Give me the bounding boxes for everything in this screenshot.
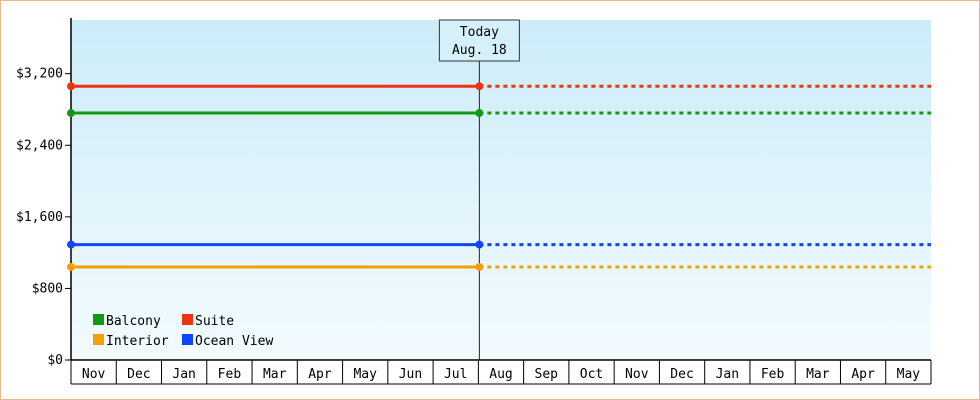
ocean-view-legend-label: Ocean View (195, 334, 273, 349)
y-tick-label: $0 (47, 353, 63, 368)
y-tick-label: $1,600 (16, 210, 63, 225)
x-tick-label: Oct (580, 367, 603, 382)
balcony-legend-swatch (93, 314, 104, 325)
legend: Balcony Suite Interior Ocean View (93, 314, 273, 349)
x-tick-label: Jun (399, 367, 422, 382)
y-tick-label: $3,200 (16, 67, 63, 82)
x-tick-label: May (353, 367, 377, 382)
interior-start-point (67, 262, 75, 271)
today-box (438, 19, 520, 62)
x-tick-label: Aug (489, 367, 512, 382)
x-tick-label: Mar (806, 367, 830, 382)
x-tick-label: Nov (82, 367, 106, 382)
x-tick-label: Apr (308, 367, 332, 382)
x-tick-label: Nov (625, 367, 649, 382)
y-axis: $0 $800 $1,600 $2,400 $3,200 (16, 18, 72, 368)
interior-legend-swatch (93, 334, 104, 345)
suite-legend-swatch (182, 314, 193, 325)
x-tick-label: Feb (218, 367, 242, 382)
x-tick-label: Feb (761, 367, 785, 382)
suite-legend-label: Suite (195, 314, 234, 329)
x-tick-label: Jul (444, 367, 467, 382)
x-tick-label: May (897, 367, 921, 382)
today-label: Today (460, 25, 499, 40)
today-date: Aug. 18 (452, 43, 507, 58)
ocean-view-start-point (67, 240, 75, 249)
x-tick-label: Jan (716, 367, 739, 382)
suite-today-point (475, 82, 484, 91)
x-tick-label: Dec (670, 367, 693, 382)
balcony-today-point (475, 109, 484, 118)
x-tick-label: Sep (535, 367, 559, 382)
ocean-view-today-point (475, 240, 484, 249)
x-tick-label: Jan (172, 367, 195, 382)
balcony-start-point (67, 109, 75, 118)
x-tick-label: Apr (851, 367, 875, 382)
interior-today-point (475, 262, 484, 271)
interior-legend-label: Interior (106, 334, 169, 349)
x-tick-label: Mar (263, 367, 287, 382)
x-tick-label: Dec (127, 367, 150, 382)
balcony-legend-label: Balcony (106, 314, 161, 329)
plot-area (71, 20, 931, 360)
x-axis: Nov Dec Jan Feb Mar Apr May Jun Jul Aug Sep Oct Nov D… (70, 359, 932, 385)
series-lines (67, 82, 931, 271)
ocean-view-legend-swatch (182, 334, 193, 345)
suite-start-point (67, 82, 75, 91)
y-tick-label: $800 (32, 281, 63, 296)
y-tick-label: $2,400 (16, 138, 63, 153)
